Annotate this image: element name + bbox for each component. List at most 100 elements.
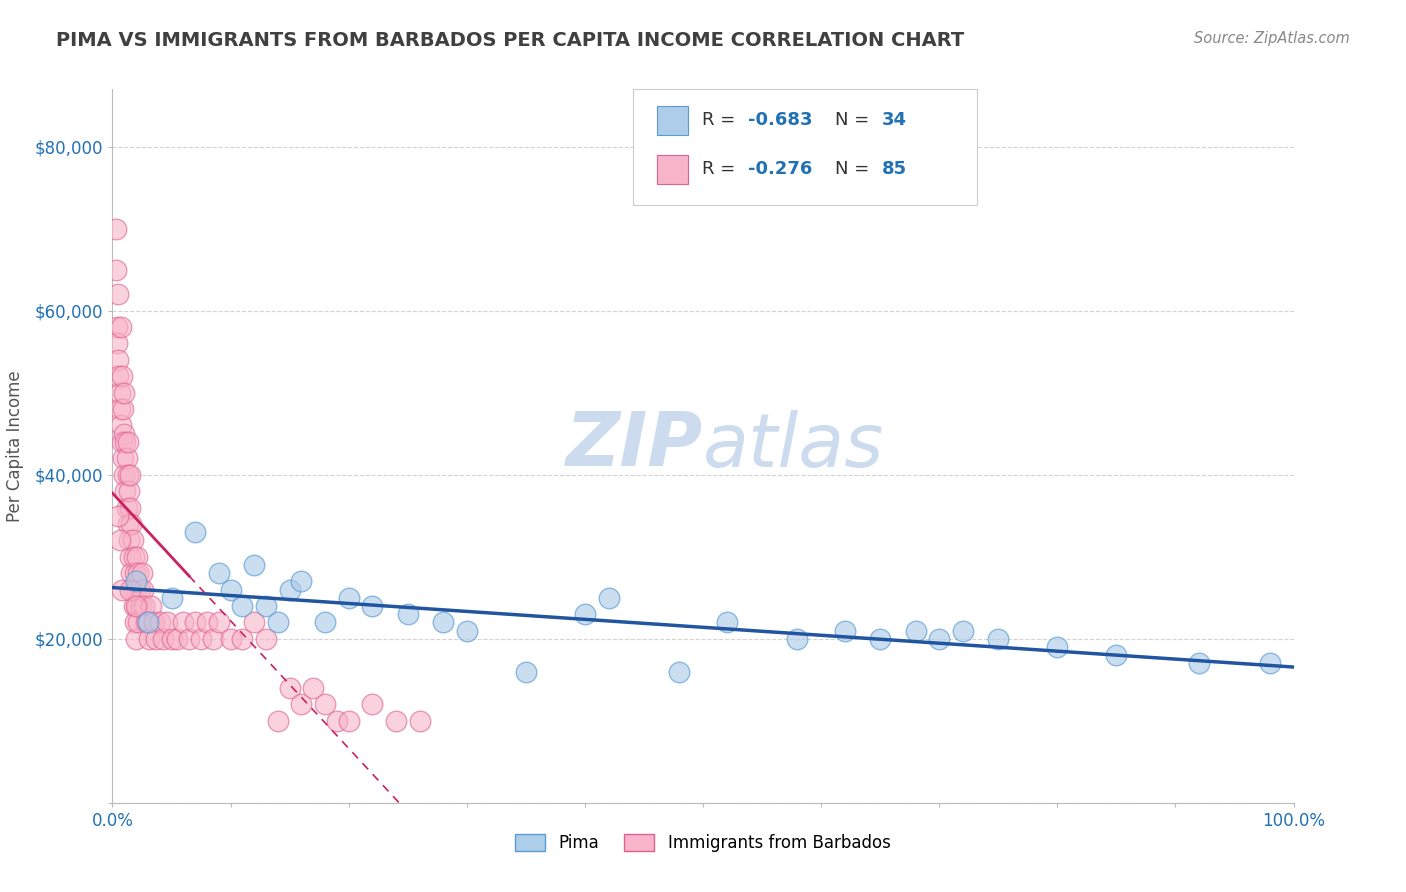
Point bbox=[361, 599, 384, 613]
Point bbox=[105, 221, 128, 235]
Point bbox=[117, 516, 139, 531]
Point bbox=[231, 599, 253, 613]
Point bbox=[112, 467, 135, 482]
Point bbox=[107, 369, 129, 384]
Point bbox=[243, 558, 266, 572]
Point bbox=[118, 533, 141, 548]
Point bbox=[267, 615, 290, 630]
Point bbox=[598, 591, 620, 605]
Text: atlas: atlas bbox=[703, 410, 884, 482]
Point bbox=[120, 566, 142, 581]
Legend: Pima, Immigrants from Barbados: Pima, Immigrants from Barbados bbox=[509, 827, 897, 859]
Point bbox=[668, 665, 690, 679]
Point bbox=[869, 632, 891, 646]
Point bbox=[184, 525, 207, 540]
Point bbox=[952, 624, 974, 638]
Point bbox=[111, 434, 134, 449]
Point bbox=[121, 582, 143, 597]
Point bbox=[128, 582, 150, 597]
Point bbox=[152, 632, 174, 646]
Point bbox=[108, 385, 131, 400]
Point bbox=[408, 714, 430, 728]
Point bbox=[254, 632, 277, 646]
Point bbox=[107, 352, 129, 367]
Point bbox=[156, 615, 179, 630]
Point bbox=[111, 369, 134, 384]
Text: R =: R = bbox=[702, 161, 741, 178]
Point bbox=[108, 402, 131, 417]
Point bbox=[1105, 648, 1128, 662]
Point bbox=[114, 434, 136, 449]
Point bbox=[105, 262, 128, 277]
Text: ZIP: ZIP bbox=[565, 409, 703, 483]
Point bbox=[110, 320, 132, 334]
Text: 85: 85 bbox=[882, 161, 907, 178]
Point bbox=[219, 632, 242, 646]
Point bbox=[1258, 657, 1281, 671]
Point bbox=[302, 681, 325, 695]
Point bbox=[122, 599, 145, 613]
Point bbox=[184, 615, 207, 630]
Point bbox=[987, 632, 1010, 646]
Point bbox=[114, 484, 136, 499]
Point bbox=[786, 632, 808, 646]
Text: R =: R = bbox=[702, 112, 741, 129]
Point bbox=[120, 582, 142, 597]
Point bbox=[105, 320, 128, 334]
Point bbox=[314, 615, 336, 630]
Point bbox=[107, 508, 129, 523]
Point bbox=[160, 632, 183, 646]
Point bbox=[108, 533, 131, 548]
Point bbox=[132, 582, 155, 597]
Point bbox=[716, 615, 738, 630]
Point bbox=[904, 624, 927, 638]
Point bbox=[117, 467, 139, 482]
Point bbox=[115, 451, 138, 466]
Point bbox=[107, 287, 129, 301]
Point bbox=[166, 632, 188, 646]
Point bbox=[254, 599, 277, 613]
Point bbox=[160, 591, 183, 605]
Point bbox=[141, 599, 163, 613]
Text: N =: N = bbox=[835, 112, 875, 129]
Point bbox=[125, 632, 148, 646]
Point bbox=[121, 533, 143, 548]
Text: PIMA VS IMMIGRANTS FROM BARBADOS PER CAPITA INCOME CORRELATION CHART: PIMA VS IMMIGRANTS FROM BARBADOS PER CAP… bbox=[56, 31, 965, 50]
Point bbox=[120, 549, 142, 564]
Point bbox=[337, 591, 360, 605]
Point bbox=[243, 615, 266, 630]
Point bbox=[337, 714, 360, 728]
Point bbox=[1046, 640, 1069, 654]
Text: -0.276: -0.276 bbox=[748, 161, 813, 178]
Point bbox=[131, 566, 153, 581]
Point bbox=[117, 434, 139, 449]
Point bbox=[456, 624, 478, 638]
Point bbox=[1188, 657, 1211, 671]
Point bbox=[149, 615, 172, 630]
Point bbox=[138, 632, 160, 646]
Point bbox=[201, 632, 224, 646]
Point bbox=[127, 566, 149, 581]
Point bbox=[326, 714, 349, 728]
Point bbox=[432, 615, 454, 630]
Point bbox=[278, 582, 301, 597]
Point bbox=[125, 599, 148, 613]
Point bbox=[195, 615, 218, 630]
Point bbox=[124, 566, 146, 581]
Point bbox=[290, 698, 312, 712]
Point bbox=[208, 566, 231, 581]
Point bbox=[515, 665, 537, 679]
Point bbox=[120, 467, 142, 482]
Point bbox=[129, 599, 152, 613]
Point bbox=[115, 500, 138, 515]
Point bbox=[124, 615, 146, 630]
Text: -0.683: -0.683 bbox=[748, 112, 813, 129]
Point bbox=[142, 615, 165, 630]
Point bbox=[127, 615, 149, 630]
Point bbox=[111, 582, 134, 597]
Y-axis label: Per Capita Income: Per Capita Income bbox=[6, 370, 24, 522]
Point bbox=[361, 698, 384, 712]
Point bbox=[125, 574, 148, 589]
Point bbox=[110, 418, 132, 433]
Point bbox=[396, 607, 419, 622]
